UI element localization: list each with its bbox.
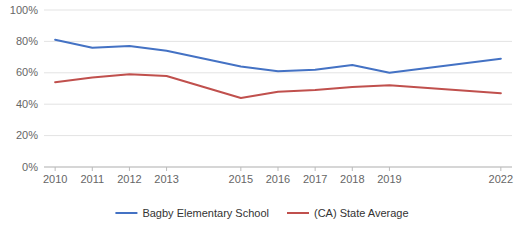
legend: Bagby Elementary School (CA) State Averag… xyxy=(115,207,408,219)
grid-line xyxy=(44,72,512,73)
x-tick-label: 2010 xyxy=(43,173,67,185)
x-tick xyxy=(240,167,241,171)
plot-area xyxy=(55,40,501,98)
grid-line xyxy=(44,135,512,136)
axes: 0% 20% 40% 60% 80% 100% 2010 2011 2012 2013 2015 20… xyxy=(10,4,513,186)
legend-swatch xyxy=(115,212,137,214)
x-tick xyxy=(166,167,167,171)
x-tick xyxy=(500,167,501,171)
legend-item: (CA) State Average xyxy=(287,207,409,219)
grid xyxy=(44,10,512,167)
y-tick-label: 40% xyxy=(16,98,38,110)
series-line xyxy=(55,40,501,73)
x-tick xyxy=(278,167,279,171)
y-tick-label: 20% xyxy=(16,129,38,141)
chart: 0% 20% 40% 60% 80% 100% 2010 2011 2012 2013 2015 20… xyxy=(0,0,524,229)
y-tick-label: 60% xyxy=(16,66,38,78)
legend-item: Bagby Elementary School xyxy=(115,207,269,219)
x-tick-label: 2015 xyxy=(229,173,253,185)
x-tick xyxy=(389,167,390,171)
x-tick xyxy=(55,167,56,171)
x-tick-label: 2011 xyxy=(80,173,104,185)
x-tick-label: 2013 xyxy=(154,173,178,185)
grid-line xyxy=(44,41,512,42)
y-tick-label: 80% xyxy=(16,35,38,47)
legend-label: (CA) State Average xyxy=(314,207,409,219)
x-tick-label: 2012 xyxy=(117,173,141,185)
x-tick xyxy=(92,167,93,171)
x-tick xyxy=(352,167,353,171)
y-tick-label: 100% xyxy=(10,4,38,16)
grid-line xyxy=(44,104,512,105)
x-tick-label: 2019 xyxy=(377,173,401,185)
x-tick xyxy=(315,167,316,171)
legend-label: Bagby Elementary School xyxy=(142,207,269,219)
x-tick xyxy=(129,167,130,171)
x-tick-label: 2018 xyxy=(340,173,364,185)
legend-swatch xyxy=(287,212,309,214)
x-tick-label: 2016 xyxy=(266,173,290,185)
series-line xyxy=(55,74,501,98)
y-tick-label: 0% xyxy=(22,161,38,173)
x-tick-label: 2022 xyxy=(489,173,513,185)
x-tick-label: 2017 xyxy=(303,173,327,185)
grid-line xyxy=(44,10,512,11)
